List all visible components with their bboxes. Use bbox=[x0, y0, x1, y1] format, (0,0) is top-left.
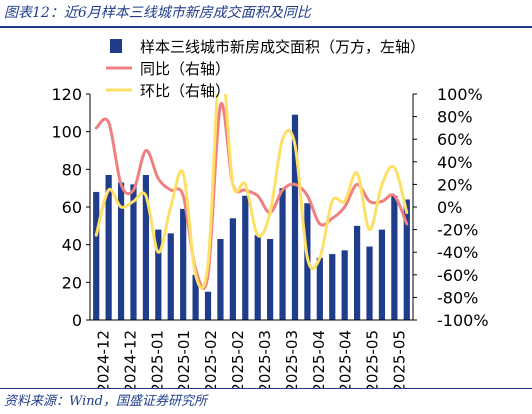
bar bbox=[117, 182, 125, 320]
x-tick-label: 2024-12 bbox=[94, 330, 112, 388]
x-tick-label: 2025-01 bbox=[175, 330, 193, 388]
bar bbox=[341, 250, 348, 320]
bar bbox=[93, 191, 100, 320]
bar bbox=[142, 174, 150, 320]
source-note: 资料来源：Wind，国盛证券研究所 bbox=[4, 394, 207, 409]
legend-swatch bbox=[110, 39, 122, 53]
bar bbox=[180, 208, 187, 320]
legend-label: 样本三线城市新房成交面积（万方，左轴） bbox=[140, 38, 425, 56]
mom-line bbox=[94, 94, 409, 290]
bar bbox=[229, 218, 236, 320]
legend: 样本三线城市新房成交面积（万方，左轴） 同比（右轴） 环比（右轴） bbox=[106, 38, 425, 100]
right-tick-label: -40% bbox=[437, 243, 478, 262]
bar bbox=[155, 229, 162, 320]
bar bbox=[329, 254, 336, 320]
bar bbox=[366, 246, 373, 320]
bar bbox=[130, 184, 137, 320]
footer-divider bbox=[0, 388, 532, 389]
right-tick-label: 40% bbox=[437, 153, 473, 172]
right-tick-label: -60% bbox=[437, 266, 478, 285]
bar bbox=[242, 195, 249, 320]
left-tick-label: 60 bbox=[62, 198, 82, 217]
left-tick-label: 40 bbox=[62, 236, 82, 255]
bar bbox=[217, 239, 224, 320]
legend-label: 同比（右轴） bbox=[140, 60, 230, 78]
title-divider bbox=[0, 26, 532, 28]
yoy-line bbox=[94, 101, 409, 290]
right-tick-label: 60% bbox=[437, 130, 473, 149]
bar bbox=[254, 235, 261, 320]
x-tick-label: 2024-12 bbox=[121, 330, 139, 388]
left-tick-label: 120 bbox=[51, 85, 82, 104]
figure-title: 图表12：近6月样本三线城市新房成交面积及同比 bbox=[4, 5, 311, 21]
x-tick-label: 2025-02 bbox=[229, 330, 247, 388]
right-tick-label: 20% bbox=[437, 175, 473, 194]
bar bbox=[105, 174, 112, 320]
bar bbox=[316, 257, 323, 320]
bar bbox=[403, 199, 410, 320]
right-tick-label: -100% bbox=[437, 311, 489, 330]
x-tick-label: 2025-03 bbox=[283, 330, 301, 388]
x-tick-label: 2025-01 bbox=[148, 330, 166, 388]
bar bbox=[267, 239, 274, 320]
bar bbox=[192, 274, 199, 320]
x-tick-label: 2025-03 bbox=[256, 330, 274, 388]
left-tick-label: 100 bbox=[51, 123, 82, 142]
bar bbox=[204, 291, 212, 320]
x-tick-label: 2025-04 bbox=[337, 330, 355, 388]
right-tick-label: 80% bbox=[437, 108, 473, 127]
legend-label: 环比（右轴） bbox=[140, 82, 230, 100]
x-tick-label: 2025-02 bbox=[202, 330, 220, 388]
left-tick-label: 20 bbox=[62, 273, 82, 292]
bar bbox=[391, 195, 398, 320]
left-tick-label: 80 bbox=[62, 160, 82, 179]
bar bbox=[353, 225, 361, 320]
left-tick-label: 0 bbox=[72, 311, 82, 330]
x-tick-label: 2025-05 bbox=[391, 330, 409, 388]
right-tick-label: -80% bbox=[437, 288, 478, 307]
right-tick-label: 0% bbox=[437, 198, 462, 217]
lines-layer bbox=[94, 94, 409, 290]
right-tick-label: -20% bbox=[437, 221, 478, 240]
right-tick-label: 100% bbox=[437, 85, 483, 104]
combo-chart: 0 20 40 60 80 100 120 100% 80% 60% 40% 20% 0% -20% -40… bbox=[51, 38, 488, 388]
bar bbox=[378, 229, 386, 320]
bar bbox=[291, 114, 299, 320]
bar bbox=[279, 188, 286, 320]
axes-layer: 0 20 40 60 80 100 120 100% 80% 60% 40% 20% 0% -20% -40… bbox=[51, 85, 488, 388]
x-tick-label: 2025-04 bbox=[310, 330, 328, 388]
bar bbox=[167, 233, 174, 320]
x-tick-label: 2025-05 bbox=[364, 330, 382, 388]
